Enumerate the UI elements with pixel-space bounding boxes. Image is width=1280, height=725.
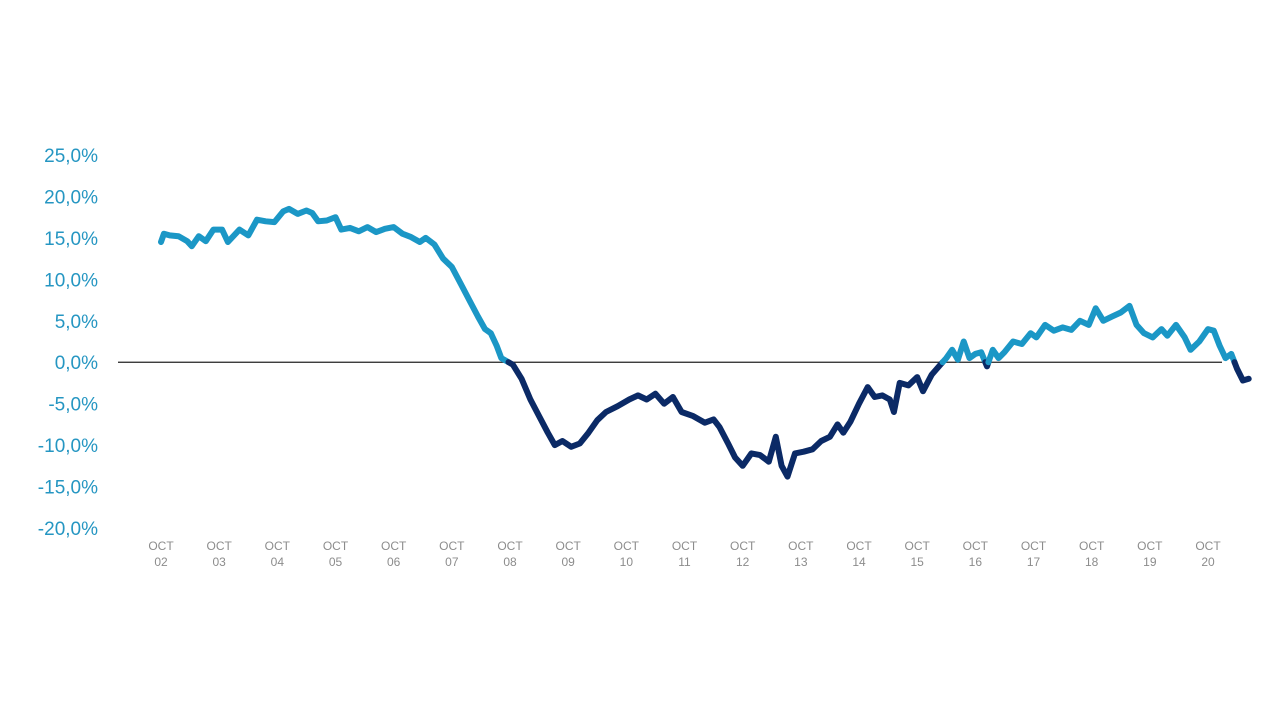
x-tick-label-month: OCT xyxy=(788,539,814,553)
x-tick-label-month: OCT xyxy=(1137,539,1163,553)
x-tick-label-month: OCT xyxy=(904,539,930,553)
x-tick-label-year: 06 xyxy=(387,555,401,569)
x-tick-label-year: 07 xyxy=(445,555,459,569)
x-tick-label-year: 15 xyxy=(910,555,924,569)
x-tick-label-month: OCT xyxy=(730,539,756,553)
y-tick-label: 0,0% xyxy=(55,353,98,374)
series-line-positive xyxy=(158,205,512,366)
y-tick-label: -15,0% xyxy=(38,478,98,499)
x-axis-ticks: OCT 02 OCT 03 OCT 04 OCT 05 OCT 06 OCT 07 OCT 08 OCT 09… xyxy=(148,539,1221,569)
x-tick-label-year: 13 xyxy=(794,555,808,569)
x-tick-label-month: OCT xyxy=(846,539,872,553)
x-tick-label-month: OCT xyxy=(672,539,698,553)
x-tick-label-month: OCT xyxy=(206,539,232,553)
series-line-positive xyxy=(985,302,1238,366)
x-tick-label-year: 03 xyxy=(212,555,226,569)
x-tick-label-year: 18 xyxy=(1085,555,1099,569)
x-tick-label-month: OCT xyxy=(614,539,640,553)
series-line-positive xyxy=(939,338,989,366)
y-axis-ticks: 25,0% 20,0% 15,0% 10,0% 5,0% 0,0% -5,0% -10,0% -… xyxy=(38,146,98,540)
y-tick-label: -10,0% xyxy=(38,436,98,457)
x-tick-label-year: 08 xyxy=(503,555,517,569)
y-tick-label: 5,0% xyxy=(55,312,98,333)
y-tick-label: 20,0% xyxy=(44,187,98,208)
x-tick-label-month: OCT xyxy=(265,539,291,553)
x-tick-label-month: OCT xyxy=(555,539,581,553)
x-tick-label-month: OCT xyxy=(439,539,465,553)
x-tick-label-month: OCT xyxy=(323,539,349,553)
x-tick-label-year: 12 xyxy=(736,555,750,569)
x-tick-label-year: 20 xyxy=(1201,555,1215,569)
x-tick-label-year: 11 xyxy=(678,555,691,569)
x-tick-label-year: 02 xyxy=(154,555,168,569)
y-tick-label: 15,0% xyxy=(44,229,98,250)
x-tick-label-year: 04 xyxy=(271,555,285,569)
x-tick-label-year: 10 xyxy=(620,555,634,569)
x-tick-label-year: 19 xyxy=(1143,555,1157,569)
x-tick-label-year: 14 xyxy=(852,555,866,569)
x-tick-label-year: 16 xyxy=(969,555,983,569)
series-line-negative xyxy=(1231,359,1252,384)
series-lines xyxy=(158,205,1252,480)
x-tick-label-year: 05 xyxy=(329,555,343,569)
x-tick-label-month: OCT xyxy=(1021,539,1047,553)
y-tick-label: -5,0% xyxy=(48,395,98,416)
y-tick-label: 10,0% xyxy=(44,270,98,291)
x-tick-label-month: OCT xyxy=(381,539,407,553)
series-line-negative xyxy=(505,359,946,480)
x-tick-label-month: OCT xyxy=(1079,539,1105,553)
x-tick-label-year: 17 xyxy=(1027,555,1041,569)
x-tick-label-month: OCT xyxy=(497,539,523,553)
x-tick-label-month: OCT xyxy=(963,539,989,553)
x-tick-label-month: OCT xyxy=(148,539,174,553)
y-tick-label: 25,0% xyxy=(44,146,98,167)
x-tick-label-month: OCT xyxy=(1195,539,1221,553)
x-tick-label-year: 09 xyxy=(561,555,575,569)
y-tick-label: -20,0% xyxy=(38,519,98,540)
